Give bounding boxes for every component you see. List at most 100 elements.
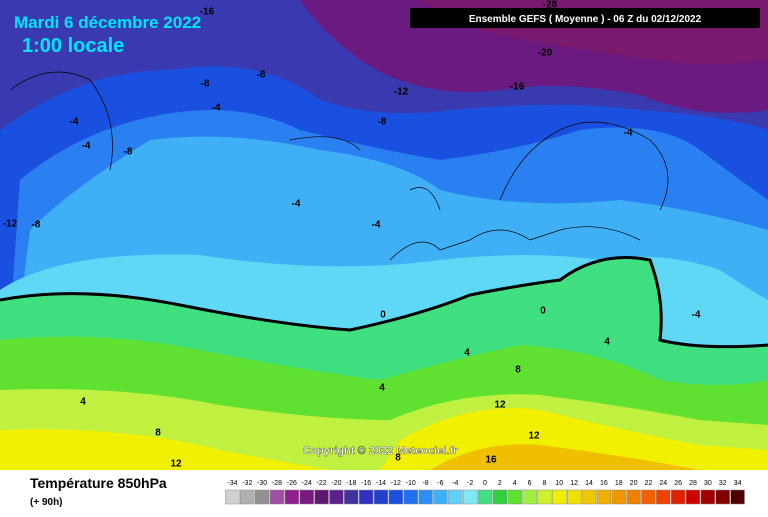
temperature-field (0, 0, 768, 470)
scale-swatch (492, 489, 508, 505)
scale-label: 30 (704, 480, 712, 487)
scale-label: 32 (719, 480, 727, 487)
scale-swatch (641, 489, 656, 505)
local-time: 1:00 locale (22, 35, 124, 57)
date: Mardi 6 décembre 2022 (14, 13, 201, 32)
contour-label: -16 (200, 7, 215, 18)
scale-label: 4 (513, 480, 517, 487)
scale-label: 20 (630, 480, 638, 487)
contour-label: -4 (692, 310, 701, 321)
contour-label: -4 (624, 128, 633, 139)
scale-label: 28 (689, 480, 697, 487)
scale-label: -8 (422, 480, 428, 487)
contour-label: -12 (394, 87, 409, 98)
scale-swatch (358, 489, 374, 505)
contour-label: 0 (380, 310, 386, 321)
scale-swatch (581, 489, 597, 505)
scale-swatch (388, 489, 404, 505)
scale-swatch (269, 489, 285, 505)
scale-swatch (670, 489, 686, 505)
scale-label: -10 (406, 480, 416, 487)
contour-label: 12 (528, 431, 540, 442)
scale-label: 34 (734, 480, 742, 487)
scale-swatch (284, 489, 300, 505)
scale-label: -12 (391, 480, 401, 487)
contour-label: 8 (155, 428, 161, 439)
scale-swatch (730, 489, 745, 505)
scale-label: -16 (361, 480, 371, 487)
scale-swatch (596, 489, 612, 505)
legend-subtitle: (+ 90h) (30, 497, 63, 508)
scale-label: -6 (437, 480, 443, 487)
scale-label: 8 (542, 480, 546, 487)
scale-label: -24 (302, 480, 312, 487)
scale-label: 2 (498, 480, 502, 487)
scale-swatch (344, 489, 359, 505)
contour-label: 12 (494, 400, 506, 411)
scale-label: 12 (570, 480, 578, 487)
scale-label: -2 (467, 480, 473, 487)
scale-swatch (418, 489, 433, 505)
contour-label: -4 (82, 141, 91, 152)
contour-label: 12 (170, 459, 182, 470)
scale-label: -28 (272, 480, 282, 487)
contour-label: -8 (32, 220, 41, 231)
scale-label: 6 (528, 480, 532, 487)
scale-swatch (225, 489, 240, 505)
color-scale: -34 -32 -30 -28 -26 -24 -22 -20 -18 -16 -14 -12 -10-… (225, 480, 745, 505)
scale-label: 22 (645, 480, 653, 487)
scale-label: -18 (346, 480, 356, 487)
scale-swatch (626, 489, 641, 505)
scale-swatch (240, 489, 255, 505)
contour-label: 0 (540, 306, 546, 317)
scale-swatch (477, 489, 493, 505)
scale-label: 10 (555, 480, 563, 487)
scale-swatch (462, 489, 478, 505)
contour-label: -12 (3, 219, 18, 230)
scale-swatch (611, 489, 626, 505)
scale-swatch (507, 489, 522, 505)
scale-swatch (566, 489, 582, 505)
contour-labels: -16 -28 -20 -16 -12 -8 -8 -4 -4 -4 -8 -8 -4 -4 -4 -12 -8… (3, 0, 701, 470)
scale-swatch (537, 489, 552, 505)
scale-swatch (685, 489, 701, 505)
run-box (410, 8, 760, 28)
contour-label: 4 (464, 348, 470, 359)
scale-label: -34 (227, 480, 237, 487)
scale-swatch (448, 489, 463, 505)
scale-label: 26 (674, 480, 682, 487)
contour-label: -8 (124, 147, 133, 158)
scale-label: 16 (600, 480, 608, 487)
contour-label: -4 (292, 199, 301, 210)
contour-label: 16 (485, 455, 497, 466)
scale-swatch (433, 489, 448, 505)
scale-label: -30 (257, 480, 267, 487)
contour-label: 8 (515, 365, 521, 376)
legend-title: Température 850hPa (30, 475, 167, 491)
contour-label: 4 (379, 383, 385, 394)
contour-label: -20 (538, 48, 553, 59)
contour-label: -28 (543, 0, 558, 11)
scale-swatch (715, 489, 730, 505)
scale-swatch (522, 489, 537, 505)
scale-swatch (403, 489, 418, 505)
copyright: Copyright © 2022 Meteociel.fr (303, 445, 459, 457)
scale-swatch (373, 489, 389, 505)
scale-label: -20 (331, 480, 341, 487)
scale-swatch (656, 489, 671, 505)
contour-label: 4 (604, 337, 610, 348)
contour-label: 8 (395, 453, 401, 464)
scale-label: -22 (317, 480, 327, 487)
scale-label: -4 (452, 480, 458, 487)
scale-label: 18 (615, 480, 623, 487)
scale-swatch (700, 489, 716, 505)
scale-swatch (299, 489, 314, 505)
contour-label: -4 (372, 220, 381, 231)
contour-label: -8 (378, 117, 387, 128)
scale-swatch (329, 489, 344, 505)
scale-swatch (314, 489, 329, 505)
scale-label: 14 (585, 480, 593, 487)
contour-label: -8 (257, 70, 266, 81)
scale-label: -26 (287, 480, 297, 487)
scale-swatch (552, 489, 567, 505)
